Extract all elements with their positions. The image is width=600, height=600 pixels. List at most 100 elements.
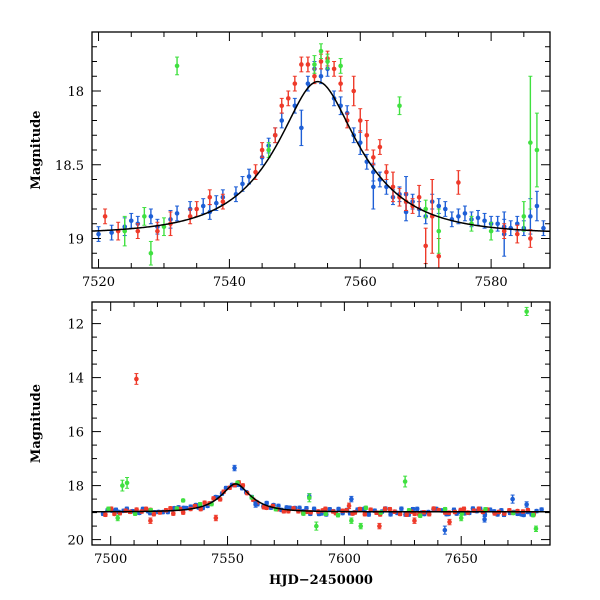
- data-point-s0-20: [279, 112, 285, 129]
- y-tick-label: 19: [67, 233, 84, 248]
- x-tick-label: 7550: [211, 552, 244, 567]
- outlier-point-0-4: [377, 522, 382, 530]
- data-point-s1-7: [207, 189, 213, 206]
- data-point-d2-10: [323, 511, 329, 517]
- data-point-s1-2: [135, 223, 141, 239]
- outlier-point-0-3: [346, 502, 352, 510]
- data-point-s2-0: [122, 215, 128, 247]
- data-point-s0-0: [96, 226, 101, 242]
- data-point-d1-57: [382, 506, 388, 512]
- data-point-s0-1: [109, 224, 114, 241]
- data-point-s1-1: [115, 221, 121, 241]
- y-tick-label: 18.5: [55, 159, 84, 174]
- outlier-point-1-7: [524, 501, 529, 508]
- data-point-d1-53: [362, 511, 368, 517]
- data-point-s1-13: [285, 90, 291, 107]
- data-point-s0-32: [364, 153, 370, 170]
- data-point-d1-45: [323, 506, 328, 512]
- data-point-d0-79: [414, 506, 420, 512]
- data-point-s1-34: [429, 179, 435, 254]
- data-point-s0-58: [534, 190, 540, 222]
- data-point-s0-45: [449, 211, 455, 228]
- data-point-s2-14: [521, 201, 527, 232]
- data-point-d1-74: [465, 510, 471, 515]
- outlier-point-1-5: [482, 516, 487, 523]
- bottom-model-curve: [92, 483, 550, 513]
- outlier-point-2-3: [180, 498, 186, 503]
- data-point-d1-76: [476, 506, 482, 512]
- data-point-d1-10: [151, 511, 157, 517]
- data-point-d1-48: [340, 508, 345, 514]
- outlier-point-2-1: [124, 477, 130, 489]
- data-point-s2-3: [161, 217, 167, 237]
- data-point-s1-23: [351, 75, 357, 107]
- data-point-d2-18: [483, 506, 488, 512]
- top-model-curve: [91, 80, 551, 233]
- outlier-point-2-9: [458, 514, 464, 522]
- data-point-s0-34: [377, 171, 383, 188]
- data-point-s2-6: [312, 55, 317, 74]
- data-point-d2-16: [442, 506, 448, 512]
- top-y-axis-label: Magnitude: [29, 110, 44, 189]
- data-point-s1-5: [187, 208, 193, 225]
- outlier-point-1-4: [442, 525, 448, 535]
- data-point-s1-16: [305, 56, 311, 73]
- x-tick-label: 7500: [94, 552, 127, 567]
- data-point-d2-11: [335, 512, 341, 518]
- data-point-d0-44: [276, 503, 281, 509]
- data-point-s0-10: [200, 198, 206, 214]
- data-point-s0-50: [482, 212, 487, 229]
- data-point-s1-8: [220, 193, 226, 210]
- y-tick-label: 14: [67, 372, 84, 387]
- data-point-s1-26: [371, 149, 376, 166]
- data-point-d2-0: [106, 506, 111, 512]
- data-point-s2-2: [148, 240, 154, 266]
- data-point-d0-59: [336, 506, 341, 512]
- outlier-point-2-4: [307, 493, 312, 503]
- data-point-s1-32: [416, 184, 422, 210]
- outlier-point-0-5: [412, 517, 417, 524]
- data-point-s1-40: [390, 171, 396, 203]
- data-point-s2-7: [318, 43, 324, 60]
- data-point-s1-25: [364, 120, 370, 151]
- data-point-s0-46: [456, 208, 461, 225]
- bottom-x-axis-label: HJD−2450000: [269, 573, 373, 588]
- data-point-s1-14: [292, 75, 298, 92]
- x-tick-label: 7520: [82, 275, 115, 290]
- data-point-d1-66: [426, 511, 432, 517]
- data-point-d2-15: [417, 513, 423, 519]
- top-data-marks: [96, 43, 546, 269]
- x-tick-label: 7650: [445, 552, 478, 567]
- data-point-d2-13: [378, 510, 384, 515]
- data-point-s1-27: [377, 139, 383, 155]
- outlier-point-0-2: [213, 514, 219, 522]
- outlier-point-0-1: [148, 517, 153, 524]
- top-panel: 7520 7540 7560 7580 18 18.5 19 Magnitude: [29, 31, 551, 290]
- outlier-point-2-11: [533, 525, 539, 532]
- data-point-s0-16: [246, 168, 252, 185]
- data-point-s2-15: [528, 75, 533, 210]
- data-point-d1-14: [170, 511, 176, 516]
- data-point-s1-37: [514, 224, 520, 244]
- y-tick-label: 20: [67, 534, 84, 549]
- data-point-s1-36: [501, 223, 507, 239]
- data-point-s0-15: [240, 176, 245, 192]
- data-point-s1-12: [279, 97, 285, 114]
- data-point-d2-12: [363, 505, 369, 511]
- data-point-d1-22: [211, 496, 216, 501]
- y-tick-label: 18: [67, 480, 84, 495]
- data-point-s2-1: [142, 207, 147, 226]
- bottom-data-marks: [100, 306, 544, 535]
- data-point-s0-59: [541, 220, 546, 237]
- y-tick-label: 16: [67, 426, 84, 441]
- data-point-s1-0: [102, 208, 108, 225]
- outlier-point-2-0: [120, 479, 125, 492]
- data-point-d1-61: [404, 512, 409, 517]
- outlier-point-1-0: [232, 464, 237, 472]
- data-point-s1-28: [384, 164, 389, 180]
- data-point-s1-6: [194, 201, 199, 217]
- data-point-s1-11: [272, 127, 278, 144]
- data-point-s2-8: [325, 53, 330, 70]
- data-point-s2-4: [174, 56, 180, 76]
